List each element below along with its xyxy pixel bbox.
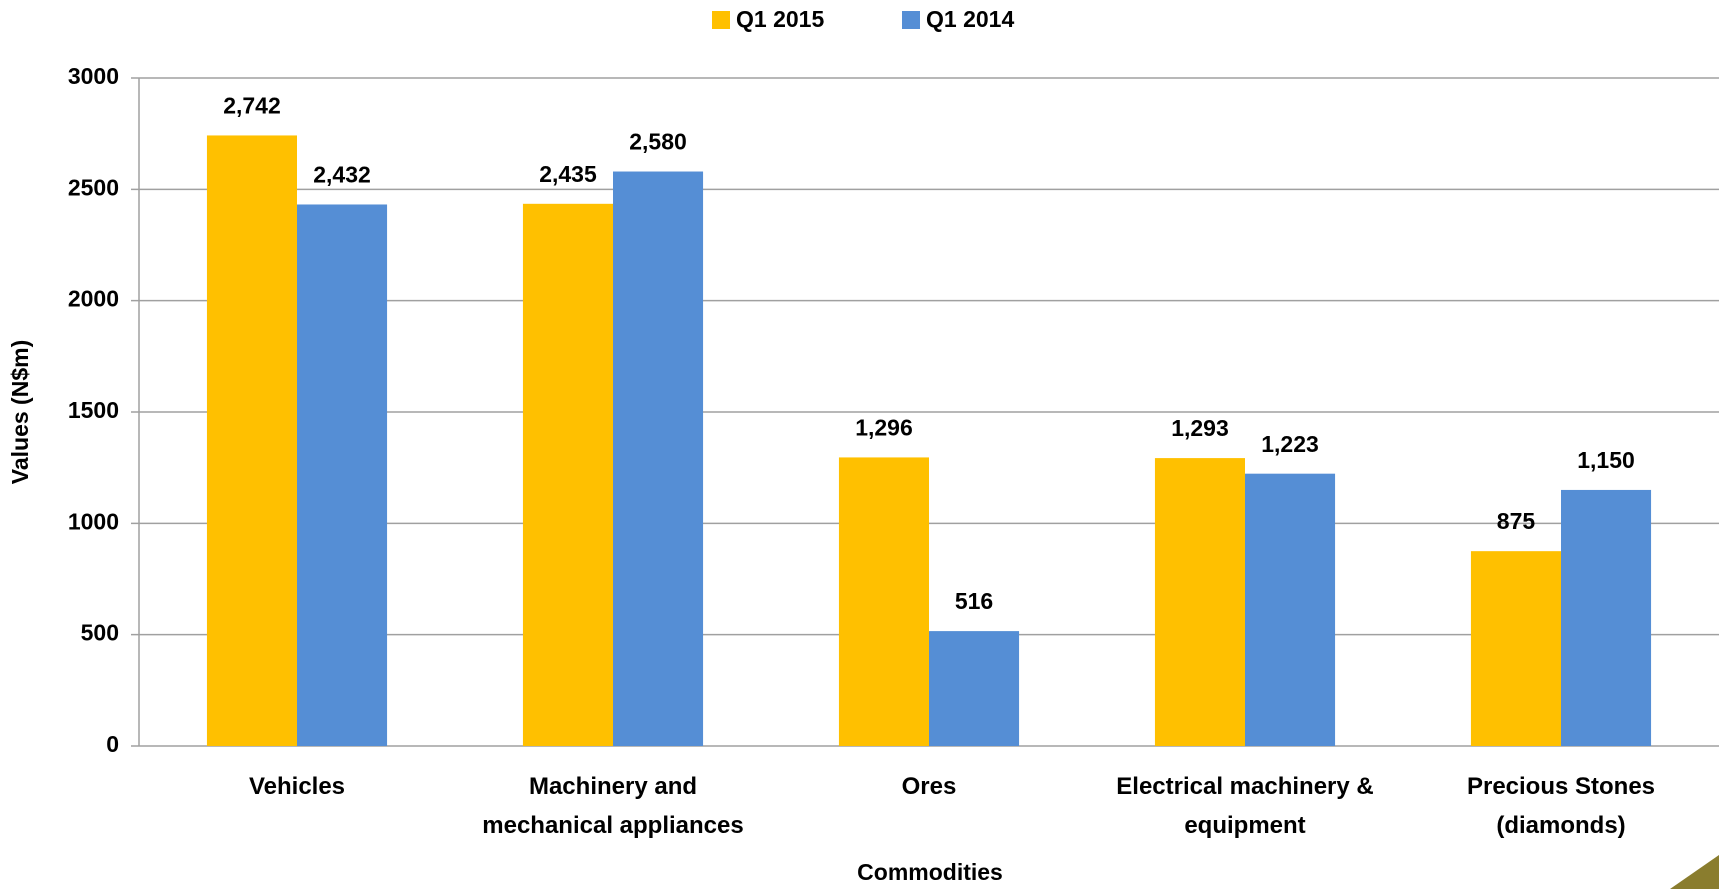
bar [1245, 473, 1336, 746]
bar [1470, 551, 1561, 746]
data-label: 1,150 [1577, 447, 1635, 473]
legend-label: Q1 2015 [736, 6, 824, 32]
y-axis-title: Values (N$m) [7, 340, 33, 484]
y-tick-label: 500 [81, 620, 119, 646]
bar [522, 203, 613, 747]
x-tick-label: Electrical machinery & equipment [1116, 773, 1374, 839]
bar [206, 135, 297, 746]
data-label: 2,742 [223, 93, 281, 119]
bar [297, 204, 388, 746]
x-tick-label: Vehicles [248, 773, 346, 800]
y-tick-label: 1000 [68, 508, 119, 534]
legend-swatch [902, 11, 920, 29]
y-tick-label: 0 [106, 731, 119, 757]
decoration [1670, 855, 1719, 889]
bar [1154, 458, 1245, 746]
data-label: 516 [955, 588, 993, 614]
data-label: 875 [1497, 508, 1536, 534]
data-label: 1,223 [1261, 431, 1319, 457]
data-label: 2,435 [539, 161, 597, 187]
bar [838, 457, 929, 746]
bar [1561, 489, 1652, 746]
bar [929, 631, 1020, 746]
y-tick-label: 1500 [68, 397, 119, 423]
legend-swatch [712, 11, 730, 29]
y-tick-label: 2000 [68, 286, 119, 312]
data-label: 2,432 [313, 162, 371, 188]
y-tick-label: 3000 [68, 63, 119, 89]
data-label: 2,580 [629, 129, 687, 155]
x-tick-label: Ores [901, 773, 957, 800]
x-tick-label: Machinery and mechanical appliances [482, 773, 744, 839]
x-axis-title: Commodities [857, 859, 1003, 885]
legend-label: Q1 2014 [926, 6, 1014, 32]
x-tick-label: Precious Stones (diamonds) [1466, 773, 1656, 839]
bar [613, 171, 704, 746]
data-label: 1,296 [855, 415, 913, 441]
y-tick-label: 2500 [68, 174, 119, 200]
data-label: 1,293 [1171, 415, 1229, 441]
